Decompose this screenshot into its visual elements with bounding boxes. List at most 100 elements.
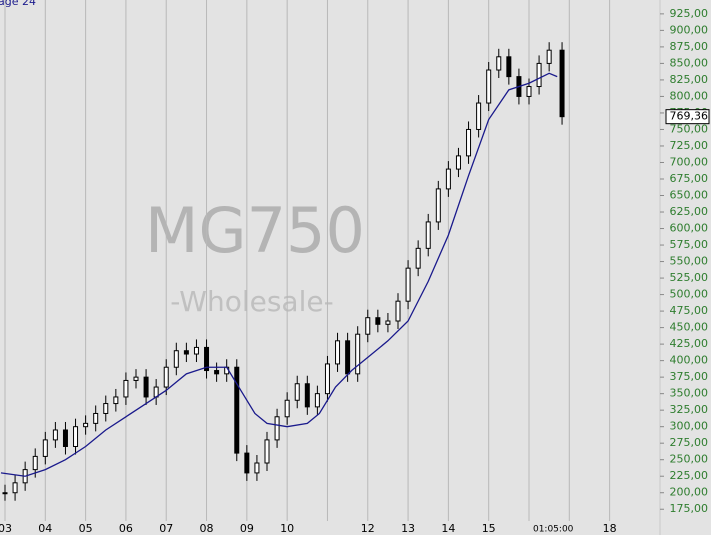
candle — [163, 366, 169, 388]
candle — [335, 340, 341, 365]
candle — [526, 86, 532, 97]
y-tick-label: 225,00 — [670, 469, 709, 482]
y-tick-label: 275,00 — [670, 436, 709, 449]
y-tick-label: 725,00 — [670, 139, 709, 152]
x-tick-label: 10 — [280, 522, 294, 535]
y-tick-label: 200,00 — [670, 486, 709, 499]
candle — [496, 56, 502, 71]
candle — [486, 69, 492, 104]
candle — [546, 49, 552, 64]
y-tick-label: 350,00 — [670, 387, 709, 400]
x-tick-label: 18 — [603, 522, 617, 535]
y-tick-label: 925,00 — [670, 7, 709, 20]
x-tick-label: 12 — [361, 522, 375, 535]
y-tick-label: 175,00 — [670, 502, 709, 515]
candle — [12, 482, 18, 494]
x-tick-label: 03 — [0, 522, 12, 535]
candle — [466, 128, 472, 157]
header: age 24 — [0, 0, 36, 8]
candle — [375, 317, 381, 325]
candle — [355, 333, 361, 375]
x-tick-label: 01:05:00 — [533, 525, 574, 535]
candle — [274, 416, 280, 441]
watermark-sub: -Wholesale- — [170, 285, 333, 318]
candle — [244, 452, 250, 474]
candle — [425, 221, 431, 249]
y-tick-label: 250,00 — [670, 453, 709, 466]
candle — [103, 403, 109, 414]
candle — [559, 49, 565, 118]
candle — [123, 379, 129, 398]
candle — [395, 300, 401, 322]
candle — [284, 399, 290, 418]
watermark: MG750 — [145, 194, 365, 267]
candle — [254, 462, 260, 474]
candle — [304, 383, 310, 408]
candle — [183, 350, 189, 355]
y-tick-label: 300,00 — [670, 420, 709, 433]
y-tick-label: 500,00 — [670, 288, 709, 301]
candle — [193, 346, 199, 355]
x-tick-label: 08 — [200, 522, 214, 535]
x-tick-label: 07 — [159, 522, 173, 535]
candle — [445, 168, 451, 190]
candle — [476, 102, 482, 130]
candle — [385, 320, 391, 325]
candle — [506, 56, 512, 78]
x-tick-label: 14 — [441, 522, 455, 535]
last-price-label: 769,36 — [670, 110, 709, 123]
candle — [73, 426, 79, 447]
y-tick-label: 825,00 — [670, 73, 709, 86]
candle — [2, 492, 8, 495]
candle — [52, 429, 58, 441]
candle — [405, 267, 411, 302]
candle — [32, 455, 38, 471]
y-tick-label: 875,00 — [670, 40, 709, 53]
y-tick-label: 900,00 — [670, 23, 709, 36]
candle — [234, 366, 240, 454]
y-tick-label: 325,00 — [670, 403, 709, 416]
x-tick-label: 06 — [119, 522, 133, 535]
x-tick-label: 13 — [401, 522, 415, 535]
x-tick-label: 15 — [482, 522, 496, 535]
candle — [435, 188, 441, 223]
y-tick-label: 525,00 — [670, 271, 709, 284]
candle — [294, 383, 300, 401]
candle — [214, 370, 220, 375]
y-tick-label: 675,00 — [670, 172, 709, 185]
candle — [365, 317, 371, 335]
y-tick-label: 575,00 — [670, 238, 709, 251]
y-tick-label: 450,00 — [670, 321, 709, 334]
y-tick-label: 850,00 — [670, 56, 709, 69]
candle — [264, 439, 270, 464]
candle — [314, 393, 320, 408]
y-tick-label: 800,00 — [670, 89, 709, 102]
y-tick-label: 750,00 — [670, 122, 709, 135]
candle — [345, 340, 351, 375]
y-tick-label: 475,00 — [670, 304, 709, 317]
candle — [173, 350, 179, 368]
y-tick-label: 425,00 — [670, 337, 709, 350]
candle — [415, 247, 421, 269]
candle — [324, 363, 330, 395]
candle — [143, 376, 149, 398]
y-tick-label: 625,00 — [670, 205, 709, 218]
candle — [93, 412, 99, 424]
y-tick-label: 375,00 — [670, 370, 709, 383]
y-tick-label: 700,00 — [670, 155, 709, 168]
x-tick-label: 05 — [79, 522, 93, 535]
x-tick-label: 09 — [240, 522, 254, 535]
moving-average — [0, 72, 558, 477]
x-tick-label: 04 — [38, 522, 52, 535]
candle — [204, 346, 210, 372]
y-tick-label: 550,00 — [670, 255, 709, 268]
candle — [83, 422, 89, 428]
candle — [113, 396, 119, 405]
last-price-box — [665, 109, 710, 125]
candle — [62, 429, 68, 447]
y-tick-label: 650,00 — [670, 189, 709, 202]
y-tick-label: 400,00 — [670, 354, 709, 367]
